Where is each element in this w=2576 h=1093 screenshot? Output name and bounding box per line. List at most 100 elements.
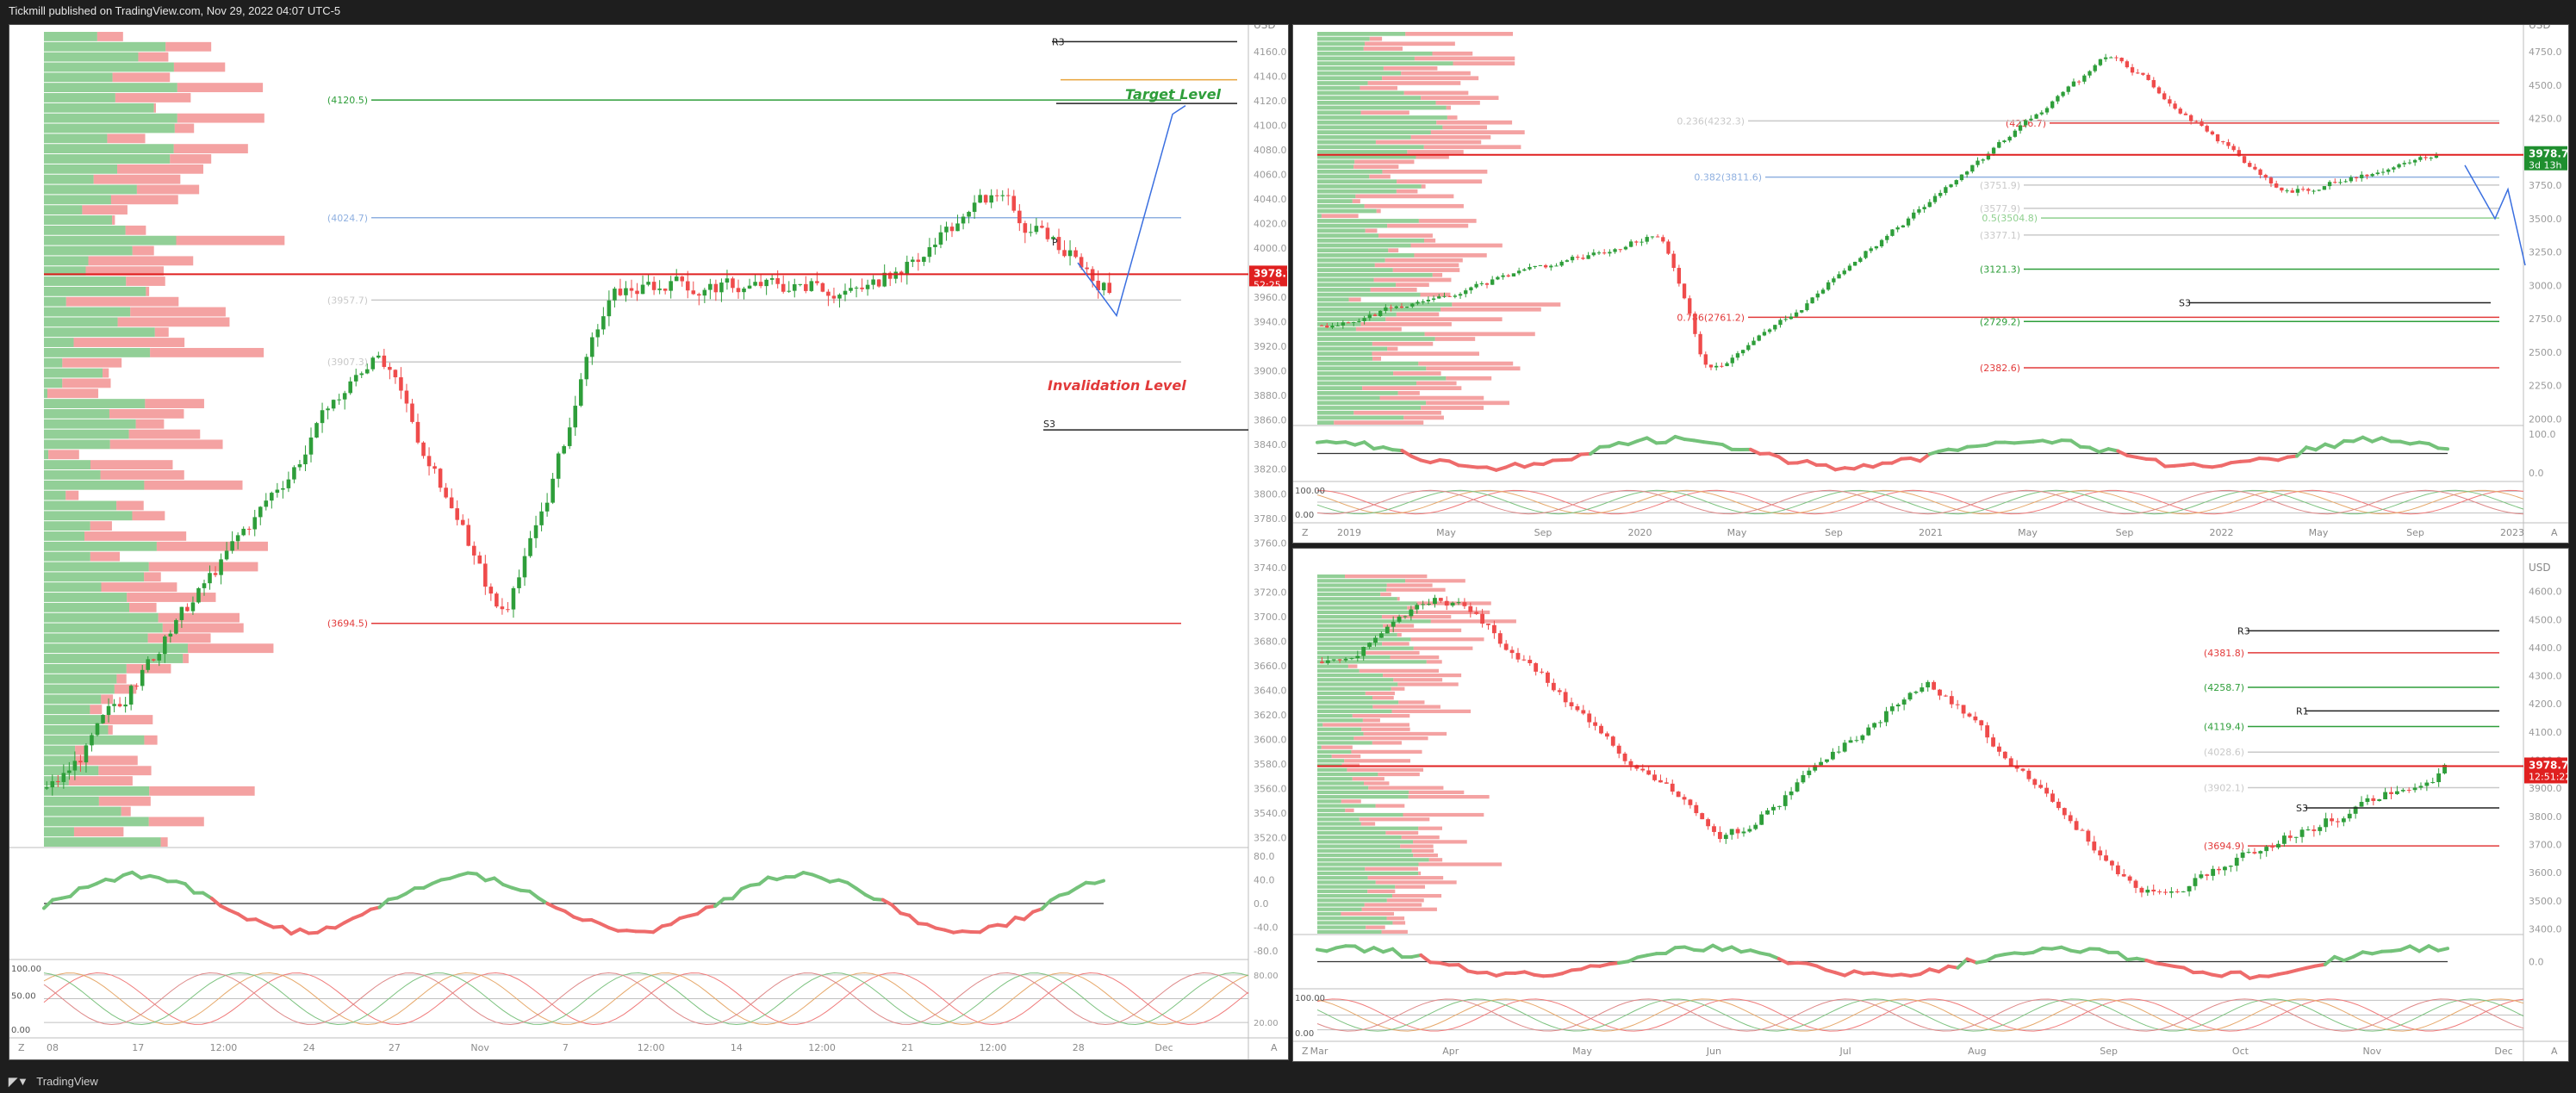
volume-profile-bar <box>1317 848 1412 853</box>
candle-body <box>1666 241 1671 254</box>
candle-body <box>905 261 910 276</box>
candle-body <box>1534 663 1539 672</box>
chart-canvas-top-right[interactable]: USD4750.04500.04250.04000.03750.03500.03… <box>1293 25 2568 543</box>
candle-body <box>382 355 387 368</box>
time-tick: 7 <box>563 1042 569 1053</box>
candle-body <box>1706 819 1711 827</box>
volume-profile-bar <box>1317 723 1323 727</box>
candle-body <box>2242 156 2247 164</box>
pivot-level-label: (4119.4) <box>2204 722 2244 733</box>
chart-canvas-left[interactable]: USD 4160.0 4140.0 4120.0 4100.0 4080.0 4060.0 4… <box>9 25 1288 1059</box>
candle-body <box>1458 294 1463 296</box>
volume-profile-bar <box>103 715 153 724</box>
volume-profile-bar <box>1317 597 1397 601</box>
volume-profile-bar <box>44 755 76 766</box>
volume-profile-bar <box>1322 723 1409 727</box>
volume-profile-bar <box>44 429 129 439</box>
volume-profile-bar <box>1317 51 1433 56</box>
volume-profile-bar <box>1321 214 1359 219</box>
pivot-level-label: 0.382(3811.6) <box>1694 172 1762 183</box>
chart-panel-top-right[interactable]: USD4750.04500.04250.04000.03750.03500.03… <box>1292 24 2569 543</box>
volume-profile-bar <box>44 633 148 643</box>
volume-profile-bar <box>1387 346 1398 351</box>
volume-profile-bar <box>44 164 118 174</box>
candle-body <box>2370 174 2374 177</box>
volume-profile-bar <box>1317 605 1408 610</box>
rsi-tick: 100.0 <box>2529 429 2556 440</box>
volume-profile-bar <box>148 817 204 827</box>
candle-body <box>1528 267 1532 270</box>
candle-body <box>978 195 982 203</box>
candle-body <box>2394 791 2399 794</box>
volume-profile-bar <box>130 307 226 317</box>
candle-body <box>1079 257 1084 268</box>
volume-profile-bar <box>1317 65 1384 71</box>
chart-canvas-bottom-right[interactable]: USD4600.04500.04400.04300.04200.04100.04… <box>1293 549 2568 1061</box>
volume-profile-bar <box>145 399 204 408</box>
candle-body <box>2285 190 2289 192</box>
candle-body <box>1906 218 1911 226</box>
candle-body <box>2175 891 2180 892</box>
candle-body <box>1682 283 1687 299</box>
volume-profile-bar <box>1403 90 1469 96</box>
candle-body <box>2127 876 2132 881</box>
volume-profile-bar <box>1382 642 1409 646</box>
volume-profile-bar <box>44 439 110 450</box>
rsi-tick: -40.0 <box>1254 922 1278 934</box>
chart-panel-bottom-right[interactable]: USD4600.04500.04400.04300.04200.04100.04… <box>1292 548 2569 1062</box>
candle-body <box>1879 239 1884 246</box>
candle-body <box>1610 736 1615 746</box>
candle-body <box>1355 655 1360 659</box>
volume-profile-bar <box>1317 96 1422 100</box>
candle-body <box>1970 165 1975 172</box>
volume-profile-bar <box>1382 76 1479 81</box>
candle-body <box>2029 118 2033 121</box>
volume-profile-bar <box>1418 219 1477 223</box>
volume-profile-bar <box>1317 799 1341 804</box>
candle-body <box>933 244 937 248</box>
rsi-line-segment <box>1805 458 1819 467</box>
candle-body <box>2080 829 2085 831</box>
invalidation-level-label: Invalidation Level <box>1048 377 1186 394</box>
rsi-line-segment <box>2323 954 2336 966</box>
candle-body <box>2418 786 2424 788</box>
auto-scale-toggle: A <box>1271 1042 1278 1053</box>
chart-panel-left[interactable]: USD 4160.0 4140.0 4120.0 4100.0 4080.0 4060.0 4… <box>9 24 1289 1060</box>
volume-profile-bar <box>1374 263 1459 268</box>
stoch-tick: 0.00 <box>1295 511 1314 520</box>
candle-body <box>764 279 768 287</box>
candle-body <box>2050 101 2055 109</box>
volume-profile-bar <box>1317 283 1397 288</box>
volume-profile-bar <box>1317 100 1436 105</box>
volume-profile-bar <box>1369 174 1391 179</box>
volume-profile-bar <box>44 368 103 378</box>
footer-brand[interactable]: TradingView <box>36 1075 98 1088</box>
volume-profile-bar <box>1317 893 1392 898</box>
candle-body <box>2341 818 2346 823</box>
candle-body <box>421 442 426 456</box>
volume-profile-bar <box>44 399 146 408</box>
candle-body <box>1378 310 1383 316</box>
candle-body <box>2008 758 2013 766</box>
rsi-line-segment <box>669 916 681 927</box>
volume-profile-bar <box>1317 709 1392 713</box>
time-tick: Apr <box>1442 1046 1459 1057</box>
candle-body <box>471 545 476 556</box>
candle-body <box>1954 180 1958 185</box>
candle-body <box>2330 818 2334 822</box>
volume-profile-bar <box>1317 624 1384 628</box>
volume-profile-bar <box>1426 401 1509 406</box>
tv-logo-icon[interactable]: ◤▼ <box>9 1075 28 1088</box>
volume-profile-bar <box>1421 184 1426 189</box>
projection-path <box>1077 104 1186 318</box>
volume-profile-bar <box>1352 713 1410 718</box>
stoch-line <box>1316 489 2524 515</box>
candle-body <box>1628 241 1633 247</box>
candle-body <box>1664 782 1669 784</box>
candle-body <box>719 283 724 293</box>
candle-body <box>1789 316 1794 320</box>
candle-body <box>1540 671 1544 673</box>
volume-profile-bar <box>44 215 113 225</box>
r3-label: R3 <box>2237 625 2250 637</box>
current-price-label: 3978.7 <box>1254 267 1288 279</box>
